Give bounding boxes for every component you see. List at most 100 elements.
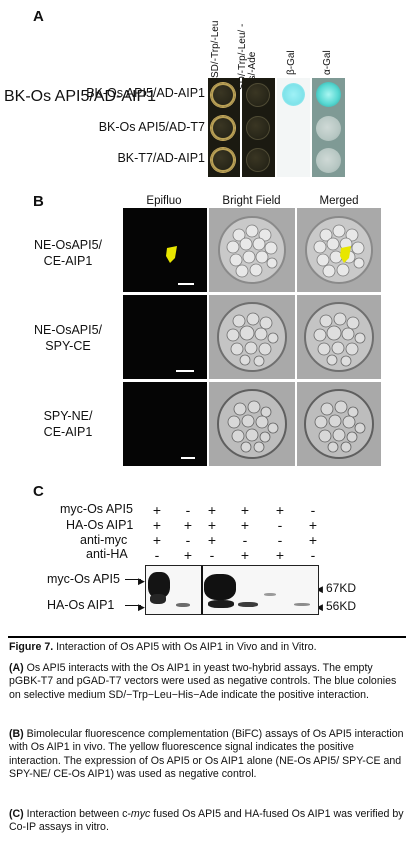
scale-bar bbox=[176, 370, 194, 372]
blue-colony bbox=[316, 82, 341, 107]
panel-a-letter: A bbox=[33, 8, 44, 25]
figure-title: Interaction of Os API5 with Os AIP1 in V… bbox=[53, 641, 317, 653]
panel-c-row-label: anti-myc bbox=[80, 533, 128, 547]
epifluo-image bbox=[123, 295, 207, 379]
brightfield-image bbox=[209, 382, 295, 466]
sign-mark: - bbox=[242, 532, 248, 548]
sign-mark: - bbox=[185, 532, 191, 548]
panel-b-row-label: NE-OsAPI5/ SPY-CE bbox=[18, 322, 118, 354]
panel-b-row-label: NE-OsAPI5/ CE-AIP1 bbox=[18, 237, 118, 269]
yeast-spot bbox=[246, 116, 270, 140]
western-blot-image bbox=[145, 565, 319, 615]
arrow-head-icon: ◀ bbox=[316, 584, 323, 594]
panel-a-row-label: BK-Os API5/AD-T7 bbox=[98, 120, 205, 134]
blot-band bbox=[208, 600, 234, 608]
panel-b-letter: B bbox=[33, 193, 44, 210]
row-label-line: NE-OsAPI5/ bbox=[33, 238, 103, 252]
sign-mark: + bbox=[275, 502, 285, 518]
blot-band bbox=[204, 574, 236, 600]
sign-mark: + bbox=[152, 532, 162, 548]
panel-a-col-label: β-Gal bbox=[286, 50, 297, 75]
panel-b-row-label: SPY-NE/ CE-AIP1 bbox=[18, 408, 118, 440]
arrow-head-icon: ▶ bbox=[138, 602, 145, 612]
sign-mark: - bbox=[277, 532, 283, 548]
caption-c-text-2: fused Os API5 and HA-fused Os AIP1 was v… bbox=[9, 808, 404, 834]
caption-part-b: (B) Bimolecular fluorescence complementa… bbox=[9, 728, 405, 781]
scale-bar bbox=[178, 283, 194, 285]
beta-gal-strip bbox=[277, 78, 310, 177]
sign-mark: + bbox=[308, 517, 318, 533]
bifc-image-grid bbox=[123, 208, 381, 466]
blot-band bbox=[294, 603, 310, 606]
sign-mark: + bbox=[240, 517, 250, 533]
caption-c-myc: myc bbox=[130, 808, 151, 820]
merged-image bbox=[297, 208, 381, 292]
brightfield-image bbox=[209, 208, 295, 292]
panel-a-row-label: BK-Os API5/AD-AIP1 bbox=[4, 88, 157, 105]
arrow-line bbox=[125, 579, 141, 580]
brightfield-image bbox=[209, 295, 295, 379]
caption-a-text: Os API5 interacts with the Os AIP1 in ye… bbox=[9, 662, 397, 701]
panel-b-col-label: Bright Field bbox=[222, 195, 281, 207]
panel-a-row-label: BK-Os API5/AD-AIP1 bbox=[86, 86, 205, 100]
caption-c-text: Interaction between c- bbox=[23, 808, 131, 820]
caption-part-a: (A) Os API5 interacts with the Os AIP1 i… bbox=[9, 662, 405, 702]
blot-band bbox=[238, 602, 258, 607]
yeast-spot bbox=[211, 148, 235, 172]
sign-mark: - bbox=[209, 547, 215, 563]
blot-label-ha: HA-Os AIP1 bbox=[47, 598, 115, 612]
row-label-line: CE-AIP1 bbox=[43, 425, 93, 439]
epifluo-image bbox=[123, 382, 207, 466]
arrow-line bbox=[125, 605, 141, 606]
lane-divider bbox=[201, 566, 203, 614]
blot-band bbox=[176, 603, 190, 607]
sign-mark: + bbox=[240, 502, 250, 518]
sign-mark: + bbox=[183, 517, 193, 533]
sign-mark: + bbox=[152, 502, 162, 518]
sign-mark: + bbox=[240, 547, 250, 563]
yeast-spot bbox=[246, 148, 270, 172]
figure-number: Figure 7. bbox=[9, 641, 54, 653]
panel-a-row-label: BK-T7/AD-AIP1 bbox=[117, 151, 205, 165]
scale-bar bbox=[181, 457, 195, 459]
sign-mark: + bbox=[152, 517, 162, 533]
sign-mark: - bbox=[277, 517, 283, 533]
epifluo-image bbox=[123, 208, 207, 292]
panel-b-col-label: Epifluo bbox=[146, 195, 182, 207]
caption-part-c: (C) Interaction between c-myc fused Os A… bbox=[9, 808, 405, 835]
mw-marker-56: 56KD bbox=[326, 599, 357, 613]
caption-a-label: (A) bbox=[9, 662, 24, 674]
sign-mark: + bbox=[207, 532, 217, 548]
panel-c-letter: C bbox=[33, 483, 44, 500]
sign-mark: + bbox=[183, 547, 193, 563]
blot-label-myc: myc-Os API5 bbox=[47, 572, 120, 586]
yeast-plate-selective bbox=[242, 78, 275, 177]
yeast-spot bbox=[246, 83, 270, 107]
sign-mark: + bbox=[308, 532, 318, 548]
arrow-head-icon: ◀ bbox=[316, 602, 323, 612]
panel-a-col-label: α-Gal bbox=[322, 50, 333, 75]
caption-rule bbox=[8, 636, 406, 638]
blot-band bbox=[264, 593, 276, 596]
figure-caption-title: Figure 7. Interaction of Os API5 with Os… bbox=[9, 641, 405, 654]
panel-a-col-label: SD/-Trp/-Leu bbox=[210, 20, 221, 78]
row-label-line: SPY-CE bbox=[45, 339, 91, 353]
blot-band bbox=[150, 594, 166, 604]
sign-mark: - bbox=[154, 547, 160, 563]
colony bbox=[316, 148, 341, 173]
row-label-line: CE-AIP1 bbox=[43, 254, 93, 268]
sign-mark: + bbox=[275, 547, 285, 563]
colony bbox=[316, 116, 341, 141]
yeast-plate-sd-trp-leu bbox=[208, 78, 240, 177]
blot-band bbox=[148, 572, 170, 598]
sign-mark: - bbox=[310, 547, 316, 563]
mw-marker-67: 67KD bbox=[326, 581, 357, 595]
sign-mark: + bbox=[207, 517, 217, 533]
merged-image bbox=[297, 295, 381, 379]
yeast-spot bbox=[211, 83, 235, 107]
panel-c-row-label: myc-Os API5 bbox=[60, 502, 133, 516]
sign-mark: + bbox=[207, 502, 217, 518]
caption-c-label: (C) bbox=[9, 808, 24, 820]
panel-b-col-label: Merged bbox=[319, 195, 359, 207]
sign-mark: - bbox=[185, 502, 191, 518]
